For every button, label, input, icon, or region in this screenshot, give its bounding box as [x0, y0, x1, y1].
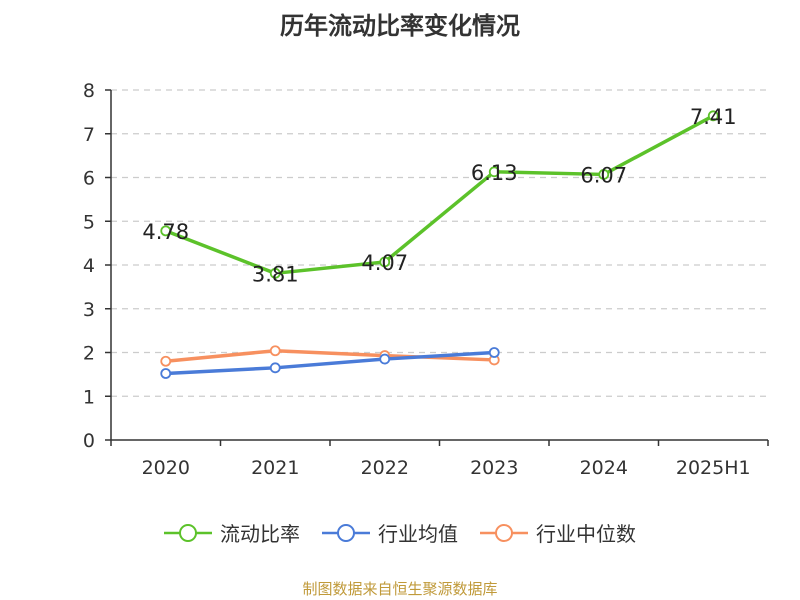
x-tick-label: 2020: [142, 457, 190, 479]
tick-labels: 0 1 2 3 4 5 6 7 8 2020 2021 2022 2023 2024 2025H1: [83, 80, 751, 479]
x-tick-label: 2023: [470, 457, 518, 479]
data-point: [598, 169, 610, 180]
data-point: [160, 225, 172, 237]
data-label: 6.07: [580, 163, 627, 187]
y-tick-label: 1: [83, 386, 95, 408]
y-tick-label: 3: [83, 299, 95, 321]
data-labels: 4.78 3.81 4.07 6.13 6.07 7.41: [142, 105, 736, 287]
axes: [105, 89, 769, 446]
data-label: 3.81: [252, 262, 299, 286]
y-tick-label: 5: [83, 211, 95, 233]
data-point: [379, 256, 391, 268]
data-point: [269, 267, 281, 279]
y-tick-label: 8: [83, 80, 95, 102]
y-tick-label: 7: [83, 124, 95, 146]
data-point: [488, 166, 500, 178]
gridlines: [111, 89, 768, 397]
legend-label: 行业均值: [378, 522, 458, 546]
series-lines: [160, 110, 719, 379]
data-point: [160, 355, 172, 367]
legend-marker-2: [480, 523, 528, 542]
x-tick-label: 2021: [251, 457, 299, 479]
series-line-0: [165, 114, 715, 276]
data-label: 7.41: [690, 105, 737, 129]
data-point: [707, 110, 719, 122]
x-tick-label: 2025H1: [676, 457, 751, 479]
x-tick-label: 2024: [580, 457, 628, 479]
chart-title: 历年流动比率变化情况: [280, 12, 520, 40]
data-point: [379, 353, 391, 365]
legend: 流动比率 行业均值 行业中位数: [0, 518, 800, 547]
y-tick-label: 4: [83, 255, 95, 277]
data-label: 6.13: [471, 161, 518, 185]
legend-marker-0: [164, 523, 212, 542]
legend-marker-1: [322, 523, 370, 542]
series-line-2: [165, 349, 495, 363]
data-point: [488, 347, 500, 358]
data-label: 4.78: [142, 220, 189, 244]
legend-label: 流动比率: [220, 522, 300, 546]
legend-item-1[interactable]: 行业均值: [322, 518, 458, 547]
data-point: [269, 345, 281, 357]
data-point: [269, 362, 281, 374]
y-tick-label: 2: [83, 343, 95, 365]
source-footer: 制图数据来自恒生聚源数据库: [302, 580, 498, 598]
x-tick-label: 2022: [361, 457, 409, 479]
series-line-1: [165, 350, 495, 376]
data-point: [160, 368, 172, 379]
y-tick-label: 0: [83, 430, 95, 452]
legend-item-2[interactable]: 行业中位数: [480, 518, 636, 547]
legend-item-0[interactable]: 流动比率: [164, 518, 300, 547]
data-label: 4.07: [361, 251, 408, 275]
y-tick-label: 6: [83, 168, 95, 190]
legend-label: 行业中位数: [536, 522, 636, 546]
